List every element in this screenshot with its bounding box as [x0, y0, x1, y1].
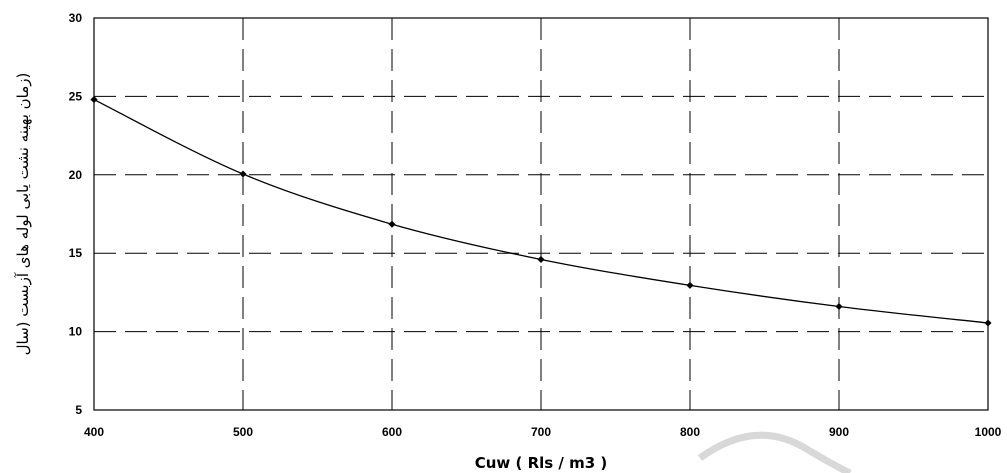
- data-point: [537, 255, 545, 264]
- x-tick-label: 500: [233, 425, 253, 439]
- x-tick-label: 900: [829, 425, 849, 439]
- x-tick-label: 400: [84, 425, 104, 439]
- plot-frame: [93, 17, 989, 411]
- x-tick-labels: 400 500 600 700 800 900 1000: [84, 425, 1002, 439]
- y-tick-label: 20: [69, 168, 83, 182]
- x-tick-label: 1000: [975, 425, 1002, 439]
- data-point: [388, 220, 396, 228]
- y-axis-title: (زمان بهینه نشت یابی لوله های آزبست (سال: [14, 73, 32, 356]
- watermark-swoosh: [697, 431, 852, 473]
- data-point: [90, 96, 98, 104]
- data-point: [984, 319, 992, 327]
- x-tick-label: 800: [680, 425, 700, 439]
- y-tick-label: 30: [69, 11, 83, 25]
- x-axis-title: Cuw ( Rls / m3 ): [475, 454, 608, 472]
- series-layer: [90, 96, 992, 327]
- x-tick-label: 600: [382, 425, 402, 439]
- y-tick-label: 25: [69, 89, 83, 103]
- y-tick-label: 10: [69, 325, 83, 339]
- y-tick-label: 15: [69, 246, 83, 260]
- grid-lines: [94, 18, 988, 410]
- data-point: [686, 281, 694, 289]
- y-tick-labels: 5 10 15 20 25 30: [69, 11, 83, 417]
- data-point: [239, 170, 247, 178]
- x-tick-label: 700: [531, 425, 551, 439]
- y-tick-label: 5: [75, 403, 82, 417]
- data-point: [835, 302, 843, 311]
